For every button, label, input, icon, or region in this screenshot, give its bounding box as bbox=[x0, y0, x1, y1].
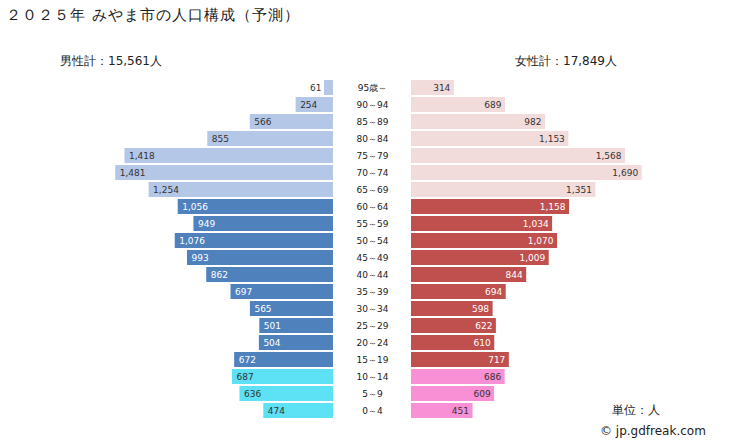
svg-text:686: 686 bbox=[484, 372, 501, 382]
svg-text:609: 609 bbox=[473, 389, 490, 399]
svg-text:610: 610 bbox=[474, 338, 491, 348]
svg-text:30～34: 30～34 bbox=[357, 304, 389, 314]
svg-text:1,153: 1,153 bbox=[539, 134, 565, 144]
svg-text:1,568: 1,568 bbox=[596, 151, 622, 161]
svg-text:451: 451 bbox=[452, 406, 469, 416]
svg-text:717: 717 bbox=[488, 355, 505, 365]
svg-text:862: 862 bbox=[211, 270, 228, 280]
svg-text:314: 314 bbox=[433, 83, 450, 93]
svg-text:95歳～: 95歳～ bbox=[358, 83, 387, 93]
svg-text:687: 687 bbox=[236, 372, 253, 382]
svg-text:672: 672 bbox=[239, 355, 256, 365]
svg-text:35～39: 35～39 bbox=[357, 287, 389, 297]
svg-text:10～14: 10～14 bbox=[357, 372, 389, 382]
html-text:２０２５年 みやま市の人口構成（予測）: ２０２５年 みやま市の人口構成（予測） bbox=[6, 6, 300, 24]
svg-text:636: 636 bbox=[244, 389, 261, 399]
html-text:女性計：17,849人: 女性計：17,849人 bbox=[515, 54, 617, 68]
svg-text:60～64: 60～64 bbox=[357, 202, 389, 212]
svg-text:694: 694 bbox=[485, 287, 502, 297]
svg-text:61: 61 bbox=[310, 83, 321, 93]
svg-text:70～74: 70～74 bbox=[357, 168, 389, 178]
svg-text:85～89: 85～89 bbox=[357, 117, 389, 127]
svg-text:20～24: 20～24 bbox=[357, 338, 389, 348]
svg-text:55～59: 55～59 bbox=[357, 219, 389, 229]
svg-text:622: 622 bbox=[475, 321, 492, 331]
svg-text:25～29: 25～29 bbox=[357, 321, 389, 331]
svg-text:566: 566 bbox=[254, 117, 271, 127]
svg-text:1,070: 1,070 bbox=[528, 236, 554, 246]
svg-text:1,351: 1,351 bbox=[566, 185, 592, 195]
svg-text:1,481: 1,481 bbox=[120, 168, 146, 178]
svg-text:1,009: 1,009 bbox=[519, 253, 545, 263]
svg-text:1,034: 1,034 bbox=[523, 219, 549, 229]
html-text:単位：人: 単位：人 bbox=[612, 403, 660, 417]
svg-text:993: 993 bbox=[191, 253, 208, 263]
svg-text:504: 504 bbox=[263, 338, 280, 348]
svg-text:90～94: 90～94 bbox=[357, 100, 389, 110]
svg-text:80～84: 80～84 bbox=[357, 134, 389, 144]
html-text:© jp.gdfreak.com: © jp.gdfreak.com bbox=[600, 424, 706, 438]
svg-text:15～19: 15～19 bbox=[357, 355, 389, 365]
svg-text:689: 689 bbox=[484, 100, 501, 110]
svg-text:5～9: 5～9 bbox=[362, 389, 383, 399]
svg-text:40～44: 40～44 bbox=[357, 270, 389, 280]
svg-text:501: 501 bbox=[264, 321, 281, 331]
svg-text:1,254: 1,254 bbox=[153, 185, 179, 195]
svg-text:45～49: 45～49 bbox=[357, 253, 389, 263]
svg-text:1,418: 1,418 bbox=[129, 151, 155, 161]
svg-text:855: 855 bbox=[212, 134, 229, 144]
html-text:男性計：15,561人: 男性計：15,561人 bbox=[60, 54, 162, 68]
svg-text:474: 474 bbox=[268, 406, 285, 416]
svg-text:598: 598 bbox=[472, 304, 489, 314]
svg-text:0～4: 0～4 bbox=[362, 406, 383, 416]
svg-text:697: 697 bbox=[235, 287, 252, 297]
svg-text:565: 565 bbox=[254, 304, 271, 314]
svg-text:949: 949 bbox=[198, 219, 215, 229]
svg-text:50～54: 50～54 bbox=[357, 236, 389, 246]
svg-text:1,076: 1,076 bbox=[179, 236, 205, 246]
svg-text:1,690: 1,690 bbox=[612, 168, 638, 178]
svg-text:1,158: 1,158 bbox=[540, 202, 566, 212]
svg-text:982: 982 bbox=[524, 117, 541, 127]
svg-text:254: 254 bbox=[300, 100, 317, 110]
svg-text:65～69: 65～69 bbox=[357, 185, 389, 195]
svg-text:1,056: 1,056 bbox=[182, 202, 208, 212]
svg-text:844: 844 bbox=[505, 270, 522, 280]
svg-text:75～79: 75～79 bbox=[357, 151, 389, 161]
